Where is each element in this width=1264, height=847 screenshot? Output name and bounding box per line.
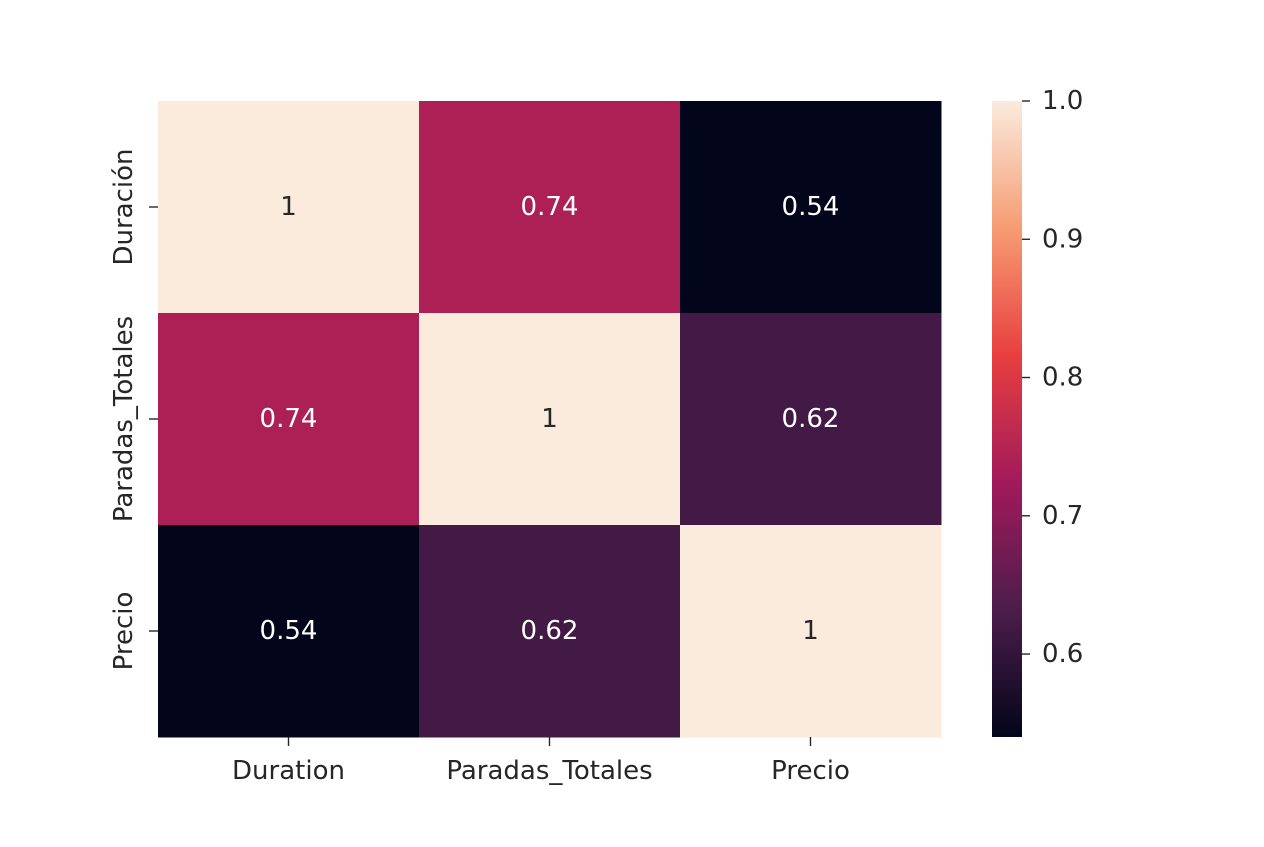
heatmap-cell-0-1 [419, 101, 681, 314]
x-tick-label-2: Precio [771, 756, 850, 786]
cell-annotation-1-0: 0.74 [260, 404, 318, 434]
y-tick-label-1: Paradas_Totales [109, 316, 139, 522]
x-tick-label-0: Duration [232, 756, 345, 786]
cell-annotation-2-1: 0.62 [521, 616, 579, 646]
x-axis: Duration Paradas_Totales Precio [232, 737, 850, 786]
heatmap-cell-1-1 [419, 313, 681, 526]
cell-annotation-0-1: 0.74 [521, 192, 579, 222]
heatmap-cell-1-2 [680, 313, 942, 526]
colorbar: 0.6 0.7 0.8 0.9 1.0 [992, 86, 1083, 737]
colorbar-gradient [992, 101, 1022, 737]
heatmap-cell-0-0 [158, 101, 420, 314]
cell-annotation-2-2: 1 [802, 616, 819, 646]
cell-annotation-1-2: 0.62 [782, 404, 840, 434]
y-axis: Duración Paradas_Totales Precio [109, 148, 158, 670]
x-tick-label-1: Paradas_Totales [446, 756, 652, 786]
y-tick-label-0: Duración [109, 148, 139, 265]
cell-annotation-2-0: 0.54 [260, 616, 318, 646]
heatmap-cell-0-2 [680, 101, 942, 314]
colorbar-tick-label-2: 0.8 [1042, 363, 1083, 393]
heatmap-cell-2-0 [158, 525, 420, 738]
colorbar-tick-label-0: 0.6 [1042, 639, 1083, 669]
colorbar-tick-label-3: 0.9 [1042, 224, 1083, 254]
heatmap-cell-2-2 [680, 525, 942, 738]
y-tick-label-2: Precio [109, 592, 139, 671]
cell-annotation-0-2: 0.54 [782, 192, 840, 222]
cell-annotations: 1 0.74 0.54 0.74 1 0.62 0.54 0.62 1 [260, 192, 840, 646]
colorbar-tick-label-1: 0.7 [1042, 501, 1083, 531]
cell-annotation-1-1: 1 [541, 404, 558, 434]
heatmap-cell-2-1 [419, 525, 681, 738]
heatmap-cells [158, 101, 942, 738]
colorbar-tick-label-4: 1.0 [1042, 86, 1083, 116]
heatmap-cell-1-0 [158, 313, 420, 526]
cell-annotation-0-0: 1 [280, 192, 297, 222]
